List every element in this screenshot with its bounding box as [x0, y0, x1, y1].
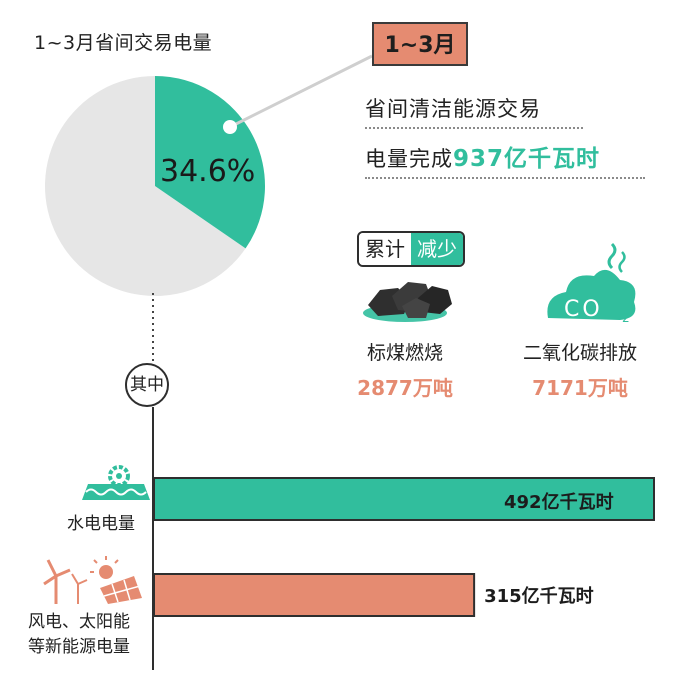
among-them-circle: 其中 — [125, 363, 169, 407]
co2-label: 二氧化碳排放 — [522, 342, 637, 364]
headline-line1: 省间清洁能源交易 — [365, 93, 583, 129]
cumulative-reduction-tag: 累计 减少 — [357, 231, 465, 267]
co2-value: 7171万吨 — [532, 376, 628, 400]
headline-line2: 电量完成937亿千瓦时 — [365, 139, 645, 179]
wind-solar-icon — [43, 556, 142, 604]
coal-value: 2877万吨 — [357, 376, 453, 400]
tag-left: 累计 — [359, 233, 411, 265]
bar-label-line: 水电电量 — [67, 514, 135, 534]
coal-label: 标煤燃烧 — [366, 342, 443, 364]
bar-value-hydropower: 492亿千瓦时 — [504, 492, 614, 513]
pie-percent-label: 34.6% — [160, 154, 256, 189]
bar-value-new-energy: 315亿千瓦时 — [484, 586, 594, 607]
leader-dot — [223, 120, 237, 134]
pie-slice-clean-energy — [155, 76, 265, 249]
bar-label-line: 风电、太阳能 — [28, 612, 130, 632]
svg-text:2: 2 — [622, 311, 630, 325]
co2-cloud-icon: CO 2 — [547, 242, 636, 325]
bar-new-energy — [153, 573, 476, 617]
hydropower-icon — [82, 465, 150, 500]
bar-label-hydropower: 水电电量 — [46, 512, 156, 537]
headline-prefix: 电量完成 — [365, 147, 453, 171]
bar-hydropower — [153, 477, 655, 521]
headline-value: 937亿千瓦时 — [453, 146, 601, 172]
tag-right: 减少 — [411, 233, 463, 265]
period-badge: 1~3月 — [372, 22, 468, 66]
bar-label-line: 等新能源电量 — [28, 637, 130, 657]
svg-text:CO: CO — [564, 297, 603, 322]
pie-slice-rest — [45, 76, 246, 296]
coal-icon — [363, 282, 452, 322]
pie-title: 1~3月省间交易电量 — [34, 32, 213, 54]
bar-label-new-energy: 风电、太阳能 等新能源电量 — [14, 610, 144, 660]
leader-line — [229, 54, 373, 129]
